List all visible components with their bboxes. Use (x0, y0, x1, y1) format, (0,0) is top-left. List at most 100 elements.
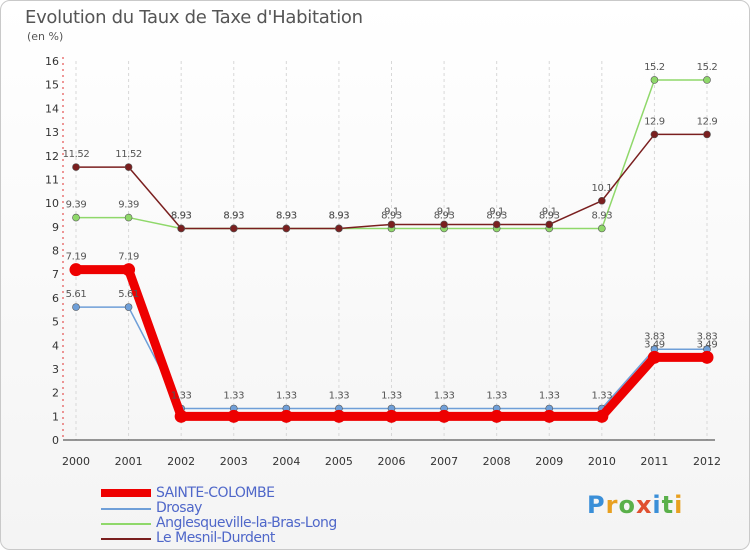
data-label: 3.49 (644, 339, 665, 350)
data-label: 3.49 (697, 339, 718, 350)
data-point (703, 130, 711, 139)
y-tick-label: 5 (52, 316, 59, 329)
y-tick-label: 16 (45, 55, 59, 68)
data-point (229, 224, 238, 233)
legend-item-sainte-colombe: SAINTE-COLOMBE (101, 485, 421, 501)
y-tick-label: 6 (52, 292, 59, 305)
x-tick-label: 2011 (640, 455, 668, 468)
data-label: 8.93 (591, 210, 612, 221)
data-label: 3.83 (697, 331, 718, 342)
data-point (72, 163, 80, 171)
legend-item-drosay: Drosay (101, 500, 421, 516)
legend-swatch (101, 538, 151, 540)
data-point (647, 350, 661, 364)
data-label: 8.93 (171, 210, 192, 221)
data-label: 15.2 (697, 62, 718, 73)
data-point (545, 220, 554, 229)
data-label: 1.33 (434, 390, 455, 401)
legend-swatch (101, 523, 151, 525)
data-label: 8.93 (329, 210, 350, 221)
data-label: 8.93 (171, 210, 192, 221)
data-label: 9.39 (66, 200, 87, 211)
data-label: 12.9 (697, 116, 718, 127)
data-label: 15.2 (644, 62, 665, 73)
legend-swatch (101, 508, 151, 510)
data-label: 1.33 (486, 390, 507, 401)
data-point (598, 196, 606, 205)
data-point (440, 220, 448, 229)
y-tick-label: 8 (52, 245, 59, 258)
data-label: 5.61 (66, 289, 87, 300)
data-point (650, 130, 659, 139)
data-point (335, 224, 343, 233)
data-point (598, 224, 606, 233)
data-label: 1.33 (329, 390, 350, 401)
data-label: 1.33 (223, 390, 244, 401)
data-label: 3.83 (644, 331, 665, 342)
data-label: 8.93 (329, 210, 350, 221)
data-point (332, 409, 346, 423)
x-tick-label: 2002 (167, 455, 195, 468)
data-point (279, 409, 293, 423)
data-label: 9.1 (489, 206, 504, 217)
y-tick-label: 9 (52, 221, 59, 234)
y-tick-label: 0 (52, 434, 59, 447)
y-tick-label: 3 (52, 363, 59, 376)
y-tick-label: 12 (45, 150, 59, 163)
x-tick-label: 2009 (535, 455, 563, 468)
data-label: 8.93 (223, 210, 244, 221)
x-tick-label: 2007 (430, 455, 458, 468)
data-label: 8.93 (223, 210, 244, 221)
data-label: 8.93 (381, 210, 402, 221)
unit-label: (en %) (27, 30, 64, 43)
proxiti-logo: Proxiti (587, 491, 684, 519)
y-tick-label: 13 (45, 126, 59, 139)
x-tick-label: 2006 (378, 455, 406, 468)
legend-item-anglesqueville: Anglesqueville-la-Bras-Long (101, 515, 421, 531)
data-label: 8.93 (486, 210, 507, 221)
data-label: 7.19 (118, 252, 139, 263)
data-point (124, 213, 133, 222)
y-tick-label: 11 (45, 173, 59, 186)
legend-swatch (101, 489, 151, 497)
data-point (177, 224, 185, 233)
legend-label: Le Mesnil-Durdent (156, 530, 275, 546)
data-point (542, 409, 556, 423)
data-point (703, 76, 711, 84)
y-tick-label: 10 (45, 197, 59, 210)
data-point (650, 76, 659, 84)
y-tick-label: 2 (52, 387, 59, 400)
data-label: 9.1 (542, 206, 557, 217)
data-point (595, 409, 609, 423)
data-point (387, 220, 396, 229)
data-point (227, 409, 241, 423)
data-label: 11.52 (115, 149, 142, 160)
data-label: 8.93 (434, 210, 455, 221)
data-point (72, 213, 80, 222)
data-point (69, 263, 83, 277)
data-label: 10.1 (591, 183, 612, 194)
legend-label: SAINTE-COLOMBE (156, 485, 275, 501)
data-label: 9.1 (384, 206, 399, 217)
y-tick-label: 7 (52, 268, 59, 281)
data-point (282, 224, 291, 233)
x-tick-label: 2008 (483, 455, 511, 468)
data-label: 9.1 (437, 206, 452, 217)
y-tick-label: 1 (52, 410, 59, 423)
y-tick-label: 14 (45, 102, 59, 115)
data-label: 1.33 (381, 390, 402, 401)
data-label: 1.33 (539, 390, 560, 401)
data-label: 12.9 (644, 116, 665, 127)
data-label: 11.52 (63, 149, 90, 160)
data-label: 1.33 (171, 390, 192, 401)
data-point (174, 409, 188, 423)
data-point (385, 409, 398, 423)
data-label: 7.19 (66, 252, 87, 263)
data-label: 9.39 (118, 200, 139, 211)
x-tick-label: 2010 (588, 455, 616, 468)
y-tick-label: 4 (52, 339, 59, 352)
data-label: 8.93 (539, 210, 560, 221)
data-label: 1.33 (591, 390, 612, 401)
x-tick-label: 2012 (693, 455, 721, 468)
